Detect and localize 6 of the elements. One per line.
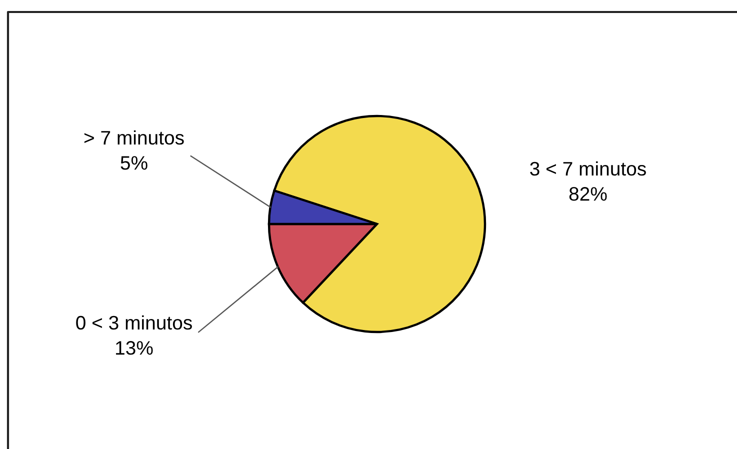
slice-label: > 7 minutos <box>84 130 184 145</box>
data-label: 82% <box>569 187 607 201</box>
data-label: 13% <box>116 341 153 355</box>
slice-label: 0 < 3 minutos <box>76 315 192 330</box>
data-label: 5% <box>120 156 148 170</box>
slice-label: 3 < 7 minutos <box>530 161 646 176</box>
